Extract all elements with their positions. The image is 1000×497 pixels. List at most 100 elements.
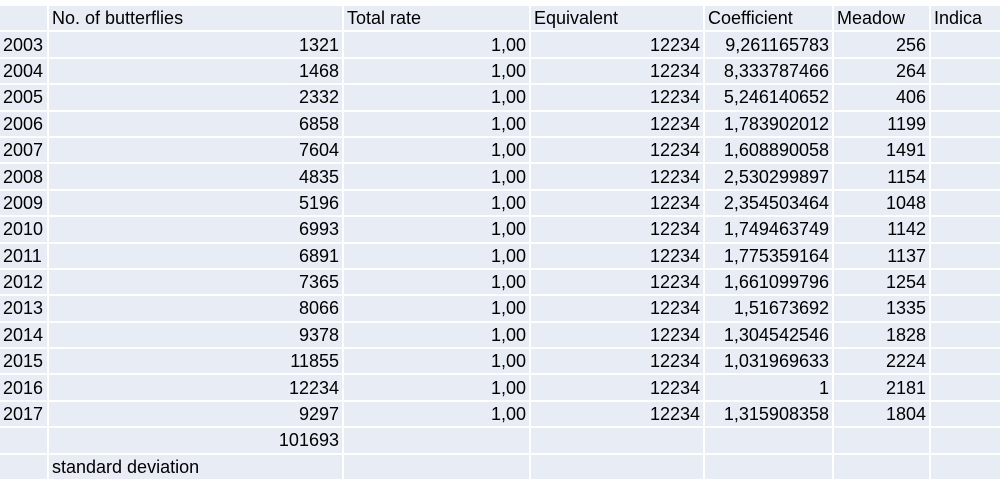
indicator-cell[interactable] xyxy=(931,375,1000,400)
butterflies-cell[interactable]: 6993 xyxy=(49,217,342,242)
meadow-cell[interactable]: 406 xyxy=(834,85,929,110)
coefficient-cell[interactable]: 2,530299897 xyxy=(705,164,832,189)
total-rate-cell[interactable]: 1,00 xyxy=(344,85,529,110)
total-rate-cell[interactable]: 1,00 xyxy=(344,322,529,348)
indicator-cell[interactable]: 2371 xyxy=(931,401,1000,427)
butterflies-cell[interactable]: 11855 xyxy=(49,349,342,374)
total-rate-cell[interactable]: 1,00 xyxy=(344,190,529,216)
coefficient-cell[interactable]: 1,775359164 xyxy=(705,243,832,268)
total-rate-cell[interactable]: 1,00 xyxy=(344,401,529,427)
meadow-cell[interactable]: 2181 xyxy=(834,375,929,400)
year-cell[interactable]: 2015 xyxy=(0,349,47,374)
total-rate-cell[interactable]: 1,00 xyxy=(344,164,529,189)
meadow-cell[interactable]: 1335 xyxy=(834,296,929,321)
year-cell[interactable]: 2008 xyxy=(0,164,47,189)
meadow-cell[interactable]: 1137 xyxy=(834,243,929,268)
year-cell[interactable]: 2012 xyxy=(0,269,47,295)
total-rate-cell[interactable]: 1,00 xyxy=(344,32,529,57)
year-cell[interactable]: 2003 xyxy=(0,32,47,57)
std-deviation-label[interactable]: standard deviation xyxy=(49,454,342,480)
butterflies-cell[interactable]: 6858 xyxy=(49,111,342,136)
total-rate-cell[interactable]: 1,00 xyxy=(344,349,529,374)
indicator-cell[interactable]: 220 xyxy=(931,58,1000,84)
equivalent-cell[interactable]: 12234 xyxy=(531,375,703,400)
year-cell[interactable]: 2004 xyxy=(0,58,47,84)
coefficient-cell[interactable]: 1,315908358 xyxy=(705,401,832,427)
meadow-cell[interactable]: 256 xyxy=(834,32,929,57)
equivalent-cell[interactable]: 12234 xyxy=(531,217,703,242)
indicator-cell[interactable]: 2129 xyxy=(931,85,1000,110)
equivalent-cell[interactable]: 12234 xyxy=(531,243,703,268)
indicator-cell[interactable]: 2919 xyxy=(931,164,1000,189)
year-cell[interactable]: 2005 xyxy=(0,85,47,110)
equivalent-cell[interactable]: 12234 xyxy=(531,111,703,136)
coefficient-cell[interactable]: 1,661099796 xyxy=(705,269,832,295)
total-rate-cell[interactable]: 1,00 xyxy=(344,217,529,242)
butterflies-cell[interactable]: 2332 xyxy=(49,85,342,110)
equivalent-cell[interactable]: 12234 xyxy=(531,322,703,348)
coefficient-cell[interactable]: 5,246140652 xyxy=(705,85,832,110)
coefficient-cell[interactable]: 1,783902012 xyxy=(705,111,832,136)
coefficient-cell[interactable]: 8,333787466 xyxy=(705,58,832,84)
header-cell-meadow[interactable]: Meadow xyxy=(834,6,929,31)
meadow-cell[interactable]: 1804 xyxy=(834,401,929,427)
butterflies-cell[interactable]: 9297 xyxy=(49,401,342,427)
year-cell[interactable]: 2017 xyxy=(0,401,47,427)
total-rate-cell[interactable]: 1,00 xyxy=(344,111,529,136)
total-butterflies-cell[interactable]: 101693 xyxy=(49,428,342,453)
coefficient-cell[interactable]: 1,51673692 xyxy=(705,296,832,321)
coefficient-cell[interactable]: 1,031969633 xyxy=(705,349,832,374)
equivalent-cell[interactable]: 12234 xyxy=(531,190,703,216)
meadow-cell[interactable]: 2224 xyxy=(834,349,929,374)
butterflies-cell[interactable]: 5196 xyxy=(49,190,342,216)
empty-cell[interactable] xyxy=(834,454,929,480)
empty-cell[interactable] xyxy=(531,454,703,480)
indicator-cell[interactable]: 1997 xyxy=(931,217,1000,242)
year-cell[interactable]: 2007 xyxy=(0,137,47,163)
coefficient-cell[interactable]: 1,749463749 xyxy=(705,217,832,242)
equivalent-cell[interactable]: 12234 xyxy=(531,164,703,189)
empty-cell[interactable] xyxy=(344,454,529,480)
indicator-cell[interactable]: 2384 xyxy=(931,322,1000,348)
empty-cell[interactable] xyxy=(0,428,47,453)
empty-cell[interactable] xyxy=(0,454,47,480)
year-cell[interactable]: 2009 xyxy=(0,190,47,216)
year-cell[interactable]: 2011 xyxy=(0,243,47,268)
coefficient-cell[interactable]: 1 xyxy=(705,375,832,400)
total-rate-cell[interactable]: 1,00 xyxy=(344,269,529,295)
std-deviation-value[interactable]: 238, xyxy=(931,454,1000,480)
butterflies-cell[interactable]: 1321 xyxy=(49,32,342,57)
empty-cell[interactable] xyxy=(705,428,832,453)
equivalent-cell[interactable]: 12234 xyxy=(531,269,703,295)
meadow-cell[interactable]: 1254 xyxy=(834,269,929,295)
total-rate-cell[interactable]: 1,00 xyxy=(344,58,529,84)
header-cell-equivalent[interactable]: Equivalent xyxy=(531,6,703,31)
equivalent-cell[interactable]: 12234 xyxy=(531,32,703,57)
coefficient-cell[interactable]: 9,261165783 xyxy=(705,32,832,57)
equivalent-cell[interactable]: 12234 xyxy=(531,349,703,374)
empty-cell[interactable] xyxy=(705,454,832,480)
year-cell[interactable]: 2014 xyxy=(0,322,47,348)
coefficient-cell[interactable]: 2,354503464 xyxy=(705,190,832,216)
butterflies-cell[interactable]: 6891 xyxy=(49,243,342,268)
total-rate-cell[interactable]: 1,00 xyxy=(344,137,529,163)
equivalent-cell[interactable]: 12234 xyxy=(531,296,703,321)
header-cell-corner[interactable] xyxy=(0,6,47,31)
year-cell[interactable]: 2016 xyxy=(0,375,47,400)
indicator-cell[interactable]: 2370 xyxy=(931,32,1000,57)
coefficient-cell[interactable]: 1,304542546 xyxy=(705,322,832,348)
empty-cell[interactable] xyxy=(834,428,929,453)
meadow-cell[interactable]: 1154 xyxy=(834,164,929,189)
indicator-cell[interactable]: 2083 xyxy=(931,269,1000,295)
equivalent-cell[interactable]: 12234 xyxy=(531,137,703,163)
meadow-cell[interactable]: 1142 xyxy=(834,217,929,242)
year-cell[interactable]: 2010 xyxy=(0,217,47,242)
butterflies-cell[interactable]: 1468 xyxy=(49,58,342,84)
equivalent-cell[interactable]: 12234 xyxy=(531,58,703,84)
butterflies-cell[interactable]: 8066 xyxy=(49,296,342,321)
equivalent-cell[interactable]: 12234 xyxy=(531,401,703,427)
indicator-cell[interactable]: 2398 xyxy=(931,137,1000,163)
empty-cell[interactable] xyxy=(531,428,703,453)
header-cell-total-rate[interactable]: Total rate xyxy=(344,6,529,31)
butterflies-cell[interactable]: 4835 xyxy=(49,164,342,189)
